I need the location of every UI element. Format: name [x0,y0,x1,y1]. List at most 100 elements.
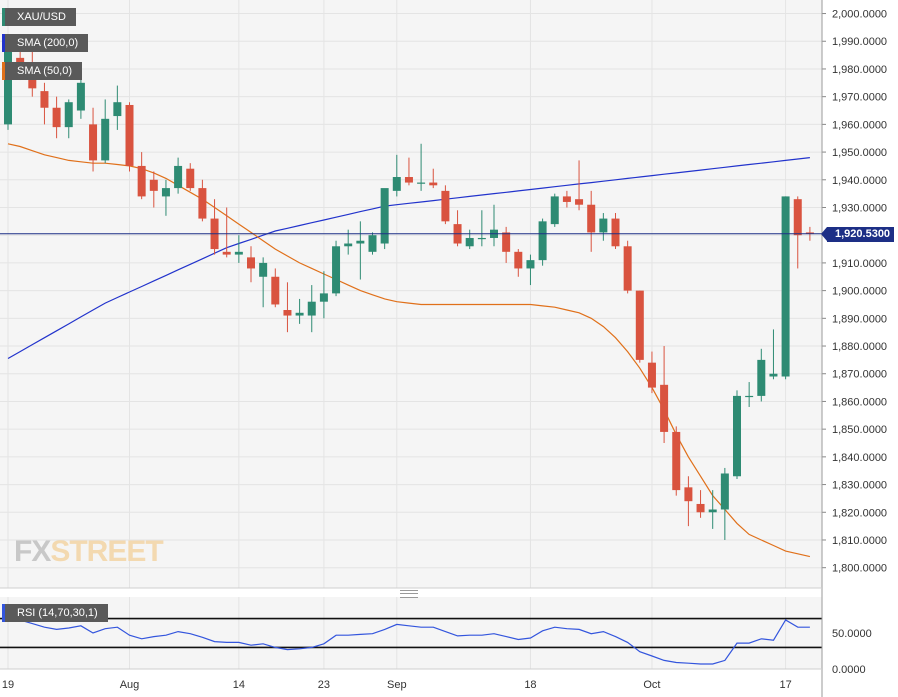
candle-body [259,262,268,277]
candle [757,348,766,402]
candle-body [441,190,450,222]
price-axis-tick-label: 1,860.0000 [832,396,887,408]
candle [40,82,49,125]
legend-sma200: SMA (200,0) [2,34,89,52]
candle [113,85,122,130]
candle-body [793,199,802,236]
time-axis-tick-label: 23 [318,679,330,691]
watermark-fx: FX [14,535,51,568]
candle [429,168,438,189]
price-axis-tick-label: 1,830.0000 [832,480,887,492]
candle-body [538,221,547,261]
price-axis-tick-label: 1,810.0000 [832,535,887,547]
candle [635,290,644,363]
sma200-line [7,157,810,360]
pane-splitter-handle[interactable] [400,590,418,598]
candle-body [708,509,717,513]
price-axis-tick-label: 1,880.0000 [832,341,887,353]
time-axis-tick-label: 17 [779,679,791,691]
candle [672,426,681,496]
legend-symbol: XAU/USD [2,8,76,26]
price-axis-tick-label: 1,890.0000 [832,313,887,325]
time-axis-tick-label: 18 [524,679,536,691]
grid [0,0,822,669]
candle-body [319,293,328,302]
candle-body [283,310,292,316]
candle [660,346,669,444]
candle [161,179,170,216]
candle-body [392,177,401,191]
time-axis-tick-label: Aug [120,679,140,691]
time-axis-tick-label: Oct [643,679,660,691]
candle-body [526,260,535,269]
candle-body [125,104,134,166]
candle [417,143,426,191]
candle [745,382,754,407]
time-axis-tick-label: 14 [233,679,245,691]
candle-body [417,182,426,184]
candle-body [514,251,523,269]
candle-body [429,182,438,186]
candle-body [186,168,195,189]
candle [186,163,195,191]
candle [271,268,280,308]
rsi-axis-tick-label: 0.0000 [832,664,866,676]
candle-body [733,395,741,477]
candle-body [477,237,486,240]
price-axis-tick-label: 1,900.0000 [832,286,887,298]
candle-body [332,246,341,294]
price-axis-tick-label: 1,940.0000 [832,175,887,187]
candle-body [696,503,705,513]
current-price-badge: 1,920.5300 [820,227,895,242]
candle-body [271,276,280,305]
candle-body [599,218,608,233]
candle [283,282,292,333]
candle [149,171,158,208]
legend-rsi: RSI (14,70,30,1) [2,604,108,622]
price-axis-tick-label: 1,990.0000 [832,36,887,48]
candle-body [113,102,122,117]
rsi-panel [0,617,822,665]
candle-body [757,359,766,396]
price-axis-tick-label: 1,840.0000 [832,452,887,464]
candle [623,240,632,294]
candle [708,490,717,529]
price-axis-tick-label: 1,950.0000 [832,147,887,159]
candle-body [575,199,584,205]
candle-body [805,232,814,234]
candle-body [64,102,73,128]
candle-body [660,384,669,432]
candles [4,35,814,540]
candle-body [781,196,790,377]
candle-body [502,232,511,252]
candle-body [174,165,183,189]
candle [64,99,73,139]
candle [526,254,535,286]
fxstreet-watermark: FXSTREET [14,535,164,569]
price-axis-tick-label: 1,850.0000 [832,424,887,436]
candle-body [247,257,255,269]
candle-body [344,243,353,247]
candle [477,210,486,247]
candle-body [465,237,474,247]
price-axis-tick-label: 1,870.0000 [832,369,887,381]
candle [720,467,729,540]
rsi-axis-tick-label: 50.0000 [832,628,872,640]
candle [769,329,778,380]
candle [465,229,474,250]
candle-body [222,251,231,255]
candle-body [4,46,12,125]
candle-body [769,373,778,377]
price-axis-tick-label: 1,820.0000 [832,507,887,519]
candle [647,351,656,394]
candle [502,226,511,263]
candle-body [562,196,571,202]
candle-body [40,91,49,108]
candle-body [137,165,146,197]
price-axis-tick-label: 1,800.0000 [832,563,887,575]
candle [392,154,401,197]
candle [174,157,183,194]
candle-body [720,473,729,510]
price-plot-background [0,0,822,588]
candle [259,257,268,308]
